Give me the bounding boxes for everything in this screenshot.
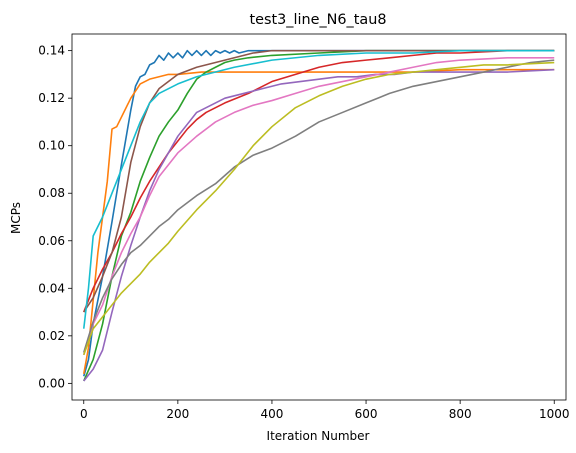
y-tick-label: 0.08 <box>38 186 65 200</box>
chart-title: test3_line_N6_tau8 <box>249 12 386 28</box>
series-line-9 <box>83 61 555 356</box>
series-line-10 <box>82 49 555 329</box>
series-line-4 <box>83 49 555 313</box>
x-tick-label: 200 <box>166 407 189 421</box>
x-tick-label: 0 <box>80 407 88 421</box>
x-tick-label: 800 <box>449 407 472 421</box>
series-layer <box>82 49 555 382</box>
y-tick-label: 0.04 <box>38 281 65 295</box>
plot-frame <box>71 33 567 401</box>
y-tick-label: 0.10 <box>38 139 65 153</box>
x-tick-label: 400 <box>260 407 283 421</box>
y-tick-label: 0.12 <box>38 91 65 105</box>
series-line-1 <box>82 49 555 377</box>
series-line-3 <box>83 49 555 382</box>
x-tick-label: 600 <box>355 407 378 421</box>
series-line-2 <box>82 68 555 375</box>
series-line-8 <box>82 59 555 353</box>
x-axis-title: Iteration Number <box>267 429 370 443</box>
series-line-7 <box>82 56 555 356</box>
y-axis-title: MCPs <box>9 202 23 234</box>
y-tick-label: 0.06 <box>38 234 65 248</box>
x-tick-label: 1000 <box>539 407 570 421</box>
y-tick-label: 0.02 <box>38 329 65 343</box>
ticks-layer: 0 200 400 600 800 1000 0.00 0.02 0.04 0.06 0.08 0.1… <box>38 44 569 421</box>
y-tick-label: 0.14 <box>38 44 65 58</box>
series-line-6 <box>83 49 555 313</box>
y-tick-label: 0.00 <box>38 376 65 390</box>
